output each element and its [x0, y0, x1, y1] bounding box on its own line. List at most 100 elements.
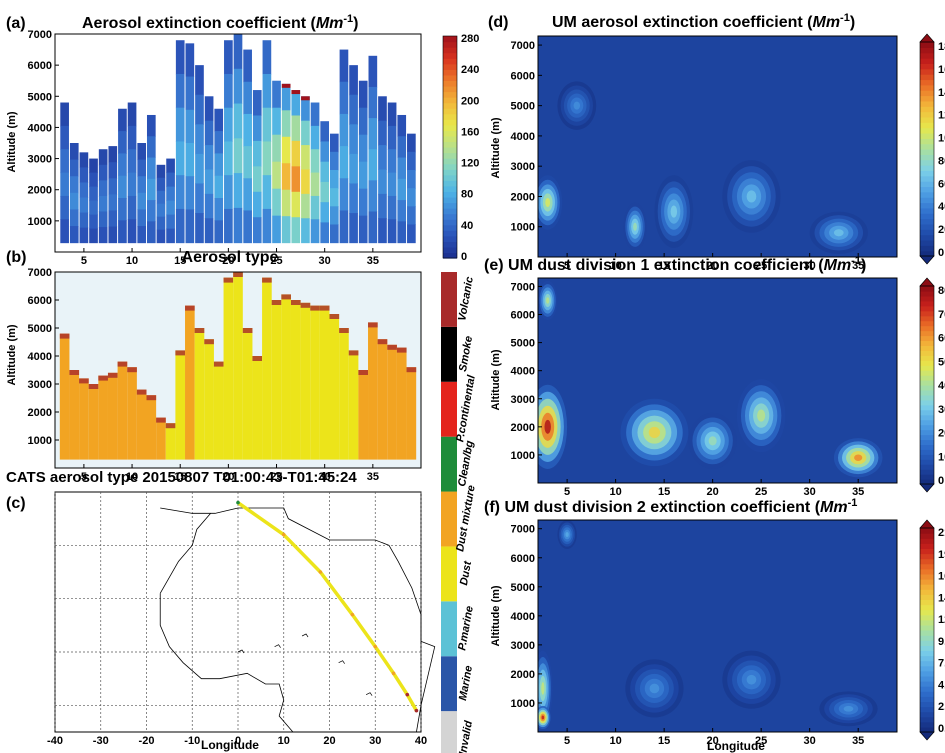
contour-level	[708, 436, 717, 446]
panel-f-colorbar-tick-label: 7.2	[938, 658, 945, 670]
panel-f-ytick-label: 1000	[511, 698, 535, 710]
panel-a-colorbar-frame	[442, 35, 458, 259]
panel-a-xtick-label: 20	[222, 255, 234, 267]
panel-f: (f) UM dust division 2 extinction coeffi…	[484, 497, 945, 753]
panel-a-colorbar-cell	[443, 202, 457, 209]
panel-b-ytick-label: 6000	[28, 295, 52, 307]
extinction-column-cell	[252, 166, 262, 193]
map-lake-outline	[237, 649, 245, 654]
aerosol-type-column	[127, 367, 137, 460]
extinction-column-cell	[69, 209, 79, 227]
aerosol-type-column	[396, 347, 407, 460]
panel-d-ytick-label: 1000	[511, 222, 535, 234]
extinction-column-cell	[281, 216, 291, 244]
panel-d-colorbar-tick-label: 0	[938, 247, 944, 259]
extinction-column-cell	[368, 149, 378, 181]
extinction-column-cell	[243, 210, 252, 244]
aerosol-type-legend-swatch	[441, 656, 457, 712]
panel-d-xtick-label: 35	[852, 260, 864, 272]
panel-a-frame	[54, 33, 422, 253]
panel-f-colorbar-cell	[920, 630, 934, 636]
panel-a-colorbar-cell	[443, 119, 457, 126]
panel-f-colorbar-tick-label: 14	[938, 592, 945, 604]
panel-f-colorbar-cell	[920, 645, 934, 651]
map-xtick-label: 10	[278, 735, 290, 747]
extinction-column-cell	[339, 81, 349, 115]
panel-a-colorbar-tick-label: 240	[461, 64, 479, 76]
aerosol-type-legend-label: Invalid	[457, 720, 475, 753]
panel-d-colorbar-cell	[920, 245, 934, 252]
extinction-column-cell	[89, 158, 98, 174]
extinction-column-cell	[310, 172, 320, 197]
aerosol-type-column-edge	[339, 328, 349, 333]
aerosol-type-column	[368, 322, 378, 460]
extinction-column-cell	[358, 80, 368, 109]
aerosol-type-column	[310, 305, 320, 460]
panel-a-colorbar-cell	[443, 135, 457, 143]
panel-d-title: UM aerosol extinction coefficient (Mm-1)	[552, 12, 855, 31]
extinction-column-cell	[291, 115, 301, 142]
panel-e-ytick-label: 2000	[511, 422, 535, 434]
extinction-column-cell	[397, 136, 407, 159]
aerosol-type-column-edge	[107, 372, 118, 378]
panel-d-colorbar-cell	[920, 218, 934, 225]
extinction-column-cell	[137, 143, 147, 161]
panel-a-colorbar-cell	[443, 69, 457, 76]
aerosol-type-column-edge	[165, 423, 176, 429]
panel-e-colorbar-cell	[920, 394, 934, 401]
panel-e-colorbar-cell	[920, 370, 934, 376]
extinction-column-cell	[387, 172, 397, 197]
extinction-column-cell	[310, 219, 320, 244]
extinction-column-cell	[69, 176, 79, 194]
panel-e-colorbar-tick-label: 20	[938, 428, 945, 440]
extinction-column-cell	[243, 113, 252, 147]
extinction-column-cell	[118, 220, 127, 244]
map-coastline	[159, 513, 211, 594]
extinction-column-cell	[339, 49, 349, 83]
panel-f-colorbar-cell	[920, 716, 934, 723]
panel-f-xtick-label: 15	[658, 735, 670, 747]
panel-a-ytick-label: 6000	[28, 60, 52, 72]
panel-a-ylabel: Altitude (m)	[6, 111, 18, 172]
panel-f-title: (f) UM dust division 2 extinction coeffi…	[484, 497, 857, 516]
extinction-column-cell	[204, 169, 214, 195]
panel-d-colorbar-cell	[920, 95, 934, 102]
panel-f-colorbar-tick-label: 16	[938, 571, 945, 583]
panel-f-colorbar-cell	[920, 619, 934, 626]
panel-e-colorbar-cell	[920, 340, 934, 346]
panel-f-colorbar-cell	[920, 686, 934, 692]
panel-d-colorbar-cell	[920, 111, 934, 118]
aerosol-type-column-edge	[117, 361, 128, 367]
aerosol-type-column	[136, 389, 147, 460]
extinction-column-cap	[301, 96, 310, 101]
extinction-column-cell	[368, 211, 378, 244]
extinction-column-cell	[195, 183, 204, 214]
panel-d-colorbar-cell	[920, 116, 934, 123]
extinction-column-cell	[224, 208, 233, 244]
panel-f-colorbar-cell	[920, 543, 934, 549]
panel-e-colorbar-tick-label: 40	[938, 380, 945, 392]
extinction-column-cell	[156, 164, 166, 179]
extinction-column-cell	[320, 202, 330, 223]
panel-a-colorbar-cell	[443, 80, 457, 87]
panel-e-colorbar-tick-label: 50	[938, 356, 945, 368]
cats-track-point	[373, 644, 378, 649]
panel-e-colorbar-cell	[920, 305, 934, 312]
panel-a-colorbar-cell	[443, 130, 457, 137]
extinction-column-cell	[60, 149, 69, 174]
panel-e-colorbar-cell	[920, 474, 934, 480]
extinction-column-cell	[156, 177, 166, 192]
extinction-column-cell	[358, 161, 368, 190]
map-lake-outline	[338, 660, 345, 664]
extinction-column-cell	[368, 55, 378, 88]
extinction-column-cell	[118, 153, 127, 177]
extinction-column-cell	[329, 188, 339, 207]
extinction-column-cell	[301, 218, 310, 244]
panel-a-colorbar-cell	[443, 74, 457, 81]
panel-f-ytick-label: 7000	[511, 524, 535, 536]
panel-d-colorbar-cell	[920, 143, 934, 150]
panel-f-colorbar-cell	[920, 681, 934, 687]
aerosol-type-column	[98, 375, 108, 460]
panel-a-colorbar-cell	[443, 152, 457, 159]
panel-e-colorbar-cell	[920, 464, 934, 470]
